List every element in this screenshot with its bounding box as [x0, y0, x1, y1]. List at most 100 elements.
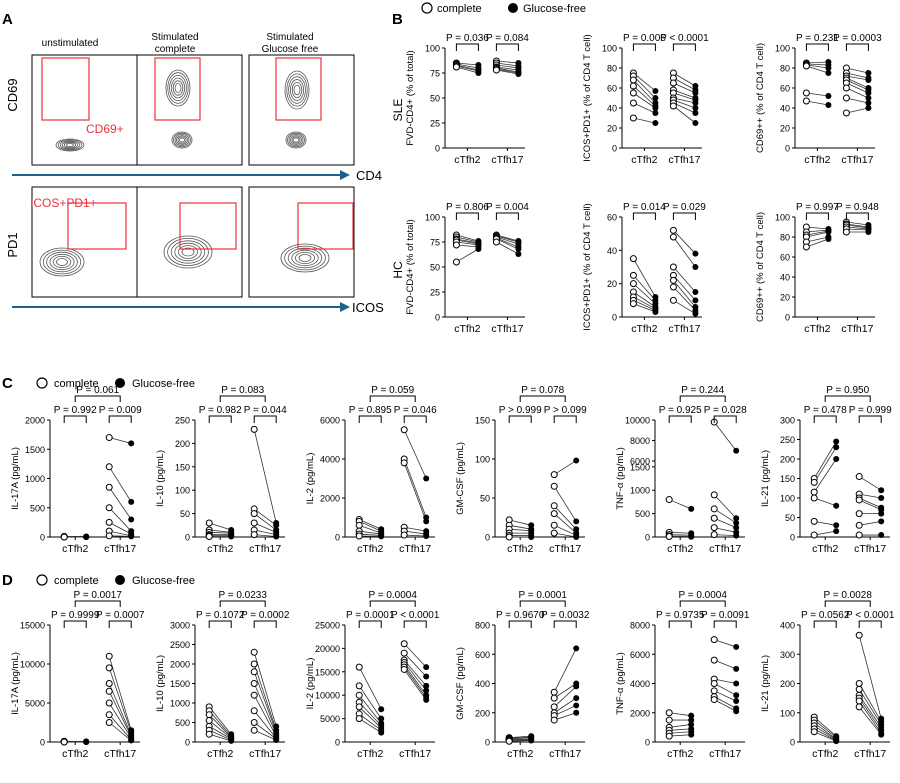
flow-contour: [288, 76, 306, 104]
y-axis-label: IL-10 (pg/mL): [155, 655, 166, 712]
x-tick-label: cTfh17: [249, 748, 281, 760]
flow-contour: [165, 69, 191, 107]
complete-point: [629, 89, 637, 97]
pvalue-label: P = 0.999: [849, 405, 892, 416]
flow-column-title-1: unstimulated: [42, 38, 99, 49]
pair-line: [633, 291, 656, 308]
pair-line: [509, 735, 532, 739]
y-tick-label: 1000: [170, 699, 190, 709]
complete-point: [629, 82, 637, 90]
glucose-free-point: [652, 105, 659, 111]
pair-line: [806, 65, 829, 74]
complete-point: [629, 255, 637, 263]
glucose-free-point: [833, 528, 840, 535]
pair-line: [108, 683, 132, 736]
complete-point: [250, 510, 258, 518]
pair-line: [496, 69, 519, 75]
glucose-free-point: [865, 105, 872, 111]
glucose-free-point: [652, 95, 659, 101]
pair-line: [359, 524, 382, 534]
x-tick-label: cTfh2: [804, 154, 830, 166]
pair-line: [209, 529, 232, 533]
pvalue-label: P = 0.0562: [801, 610, 850, 621]
pair-line: [553, 686, 577, 708]
pvalue-label: P = 0.1072: [196, 610, 245, 621]
flow-contour: [176, 135, 188, 145]
pair-line: [359, 530, 382, 535]
y-tick-label: 60: [780, 253, 790, 263]
complete-point: [105, 711, 113, 719]
pvalue-label: P = 0.478: [804, 405, 847, 416]
pair-line: [108, 507, 132, 532]
complete-point: [810, 728, 818, 736]
complete-point: [669, 283, 677, 291]
pair-line: [404, 530, 427, 535]
y-tick-label: 0: [485, 533, 490, 543]
pair-line: [358, 694, 382, 724]
glucose-free-point: [378, 729, 385, 736]
flow-contour: [173, 132, 191, 148]
pvalue-bracket: [813, 415, 837, 423]
pair-line: [714, 696, 737, 709]
pair-line: [673, 275, 696, 301]
pair-line: [253, 683, 277, 735]
flow-plot-frame: [136, 54, 243, 166]
complete-point: [810, 517, 818, 525]
y-tick-label: 20: [607, 124, 617, 134]
pair-line: [496, 64, 519, 69]
flow-contour: [167, 237, 209, 266]
pair-line: [553, 505, 577, 530]
complete-point: [105, 532, 113, 540]
pvalue-bracket: [358, 415, 382, 423]
pair-line: [496, 234, 519, 242]
pvalue-bracket: [553, 620, 577, 628]
complete-point: [802, 243, 810, 251]
y-tick-label: 60: [780, 84, 790, 94]
glucose-free-point: [688, 721, 695, 728]
y-tick-label: 250: [175, 416, 190, 426]
pair-line: [109, 530, 132, 537]
glucose-free-point: [833, 522, 840, 529]
pair-line: [714, 534, 737, 536]
pair-line: [846, 87, 869, 99]
pair-line: [358, 706, 382, 729]
flow-contour: [42, 249, 82, 275]
complete-point: [205, 533, 213, 541]
glucose-free-point: [475, 70, 482, 76]
pair-line: [553, 697, 577, 714]
complete-point: [855, 531, 863, 539]
complete-point: [105, 504, 113, 512]
y-tick-label: 2000: [170, 660, 190, 670]
pair-line: [456, 234, 479, 242]
y-tick-label: 100: [780, 708, 795, 718]
x-tick-label: cTfh2: [812, 543, 838, 555]
y-axis-label: ICOS+PD1+ (% of CD4 T cell): [582, 34, 593, 161]
y-tick-label: 2500: [170, 640, 190, 650]
pvalue-label: P = 0.9670: [496, 610, 545, 621]
glucose-free-point: [878, 532, 885, 539]
complete-point: [855, 473, 863, 481]
x-tick-label: cTfh17: [841, 323, 873, 335]
pvalue-bracket: [713, 620, 737, 628]
complete-point: [492, 238, 500, 246]
x-tick-label: cTfh17: [668, 154, 700, 166]
glucose-free-point: [652, 88, 659, 94]
pvalue-bracket: [108, 415, 132, 423]
pair-line: [108, 667, 132, 733]
pair-line: [404, 534, 427, 537]
pvalue-label: P = 0.9999: [51, 610, 100, 621]
flow-contour: [294, 251, 315, 264]
y-tick-label: 100: [425, 213, 440, 223]
pair-line: [814, 497, 837, 507]
y-tick-label: 0: [40, 533, 45, 543]
y-tick-label: 200: [475, 708, 490, 718]
y-tick-label: 100: [775, 213, 790, 223]
pvalue-label: P < 0.0001: [846, 610, 895, 621]
pair-line: [633, 275, 656, 301]
legend-open-circle: [421, 2, 433, 14]
y-tick-label: 0: [335, 533, 340, 543]
flow-contour: [49, 253, 75, 271]
pvalue-label-top: P = 0.059: [371, 385, 414, 396]
flow-plot-frame: [248, 186, 355, 298]
complete-point: [355, 663, 363, 671]
